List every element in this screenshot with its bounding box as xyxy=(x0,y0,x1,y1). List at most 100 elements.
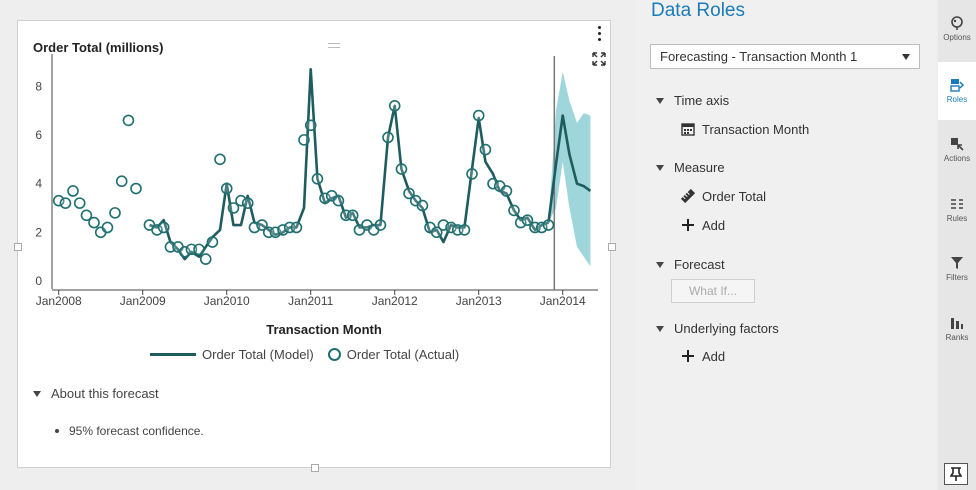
plus-icon xyxy=(680,217,696,233)
actual-data-point xyxy=(241,197,254,209)
chart-title: Order Total (millions) xyxy=(33,40,164,55)
actual-data-point xyxy=(311,173,324,185)
actual-data-point xyxy=(521,214,534,226)
legend-actual-label: Order Total (Actual) xyxy=(346,347,460,362)
roles-icon xyxy=(950,79,964,92)
collapse-triangle-icon xyxy=(656,164,664,171)
tab-ranks[interactable]: Ranks xyxy=(938,300,976,358)
tab-label: Actions xyxy=(943,154,971,163)
actual-data-point xyxy=(88,216,100,229)
role-item-order-total[interactable]: Order Total xyxy=(680,188,766,204)
y-tick-label: 2 xyxy=(35,225,42,239)
actual-data-point xyxy=(130,182,142,195)
drag-grip[interactable] xyxy=(328,43,340,48)
tab-actions[interactable]: Actions xyxy=(938,121,976,179)
add-label: Add xyxy=(702,217,726,233)
about-forecast-toggle[interactable]: About this forecast xyxy=(33,386,159,401)
collapse-triangle-icon xyxy=(656,97,664,104)
section-label: Time axis xyxy=(674,93,730,108)
tab-label: Rules xyxy=(946,214,968,223)
actual-data-point xyxy=(220,182,233,195)
resize-handle-right[interactable] xyxy=(608,243,616,251)
actual-data-point xyxy=(199,253,212,265)
actual-data-point xyxy=(466,168,478,180)
tab-roles[interactable]: Roles xyxy=(938,62,976,120)
expand-icon xyxy=(592,52,606,66)
side-tab-bar: Options Roles Actions Rules Filters Rank… xyxy=(938,0,976,490)
palette-icon xyxy=(951,16,963,30)
actual-data-point xyxy=(206,236,219,248)
resize-handle-bottom[interactable] xyxy=(311,464,319,472)
section-label: Forecast xyxy=(674,257,725,272)
actual-points-layer xyxy=(52,100,555,265)
y-tick-label: 6 xyxy=(35,128,42,142)
section-label: Measure xyxy=(674,160,725,175)
actual-data-point xyxy=(67,185,79,197)
x-axis-title: Transaction Month xyxy=(266,322,382,337)
role-item-transaction-month[interactable]: Transaction Month xyxy=(680,121,809,137)
actual-data-point xyxy=(374,219,387,231)
more-menu-button[interactable] xyxy=(588,24,610,42)
actual-data-point xyxy=(290,221,303,234)
actual-data-point xyxy=(101,221,114,234)
dot-icon xyxy=(597,25,601,29)
measure-add-button[interactable]: Add xyxy=(680,217,725,233)
chevron-down-icon xyxy=(902,54,910,60)
chart-card[interactable] xyxy=(14,20,616,472)
measure-ruler-icon xyxy=(680,188,696,204)
section-underlying-factors[interactable]: Underlying factors xyxy=(656,321,779,336)
model-line-layer xyxy=(149,68,592,261)
actual-data-point xyxy=(122,114,135,127)
actual-data-point xyxy=(304,119,317,132)
actual-data-point xyxy=(256,219,268,231)
y-tick-label: 0 xyxy=(35,274,42,288)
actual-data-point xyxy=(73,197,86,209)
plus-icon xyxy=(680,348,696,364)
section-label: Underlying factors xyxy=(674,321,779,336)
actual-circle-swatch xyxy=(327,348,341,361)
actual-data-point xyxy=(395,163,408,175)
role-item-label: Transaction Month xyxy=(702,121,810,137)
tab-label: Options xyxy=(943,33,971,42)
pin-panel-button[interactable] xyxy=(944,463,968,485)
rules-icon xyxy=(951,199,963,209)
actual-data-point xyxy=(388,100,401,112)
underlying-add-button[interactable]: Add xyxy=(680,348,725,364)
about-heading: About this forecast xyxy=(51,386,159,401)
about-item-text: 95% forecast confidence. xyxy=(69,424,204,438)
y-axis: 0 2 4 6 8 xyxy=(35,54,53,289)
section-forecast[interactable]: Forecast xyxy=(656,257,725,272)
section-time-axis[interactable]: Time axis xyxy=(656,93,729,108)
forecast-object-select[interactable]: Forecasting - Transaction Month 1 xyxy=(650,44,920,69)
model-line-swatch xyxy=(150,353,196,356)
actual-data-point xyxy=(458,224,471,236)
x-tick-label: Jan2011 xyxy=(288,294,333,308)
actual-data-point xyxy=(382,131,394,144)
resize-handle-left[interactable] xyxy=(14,243,22,251)
actual-data-point xyxy=(472,109,485,122)
actual-data-point xyxy=(416,199,429,212)
tab-options[interactable]: Options xyxy=(938,0,976,58)
actual-data-point xyxy=(193,243,205,256)
tab-rules[interactable]: Rules xyxy=(938,181,976,239)
tab-filters[interactable]: Filters xyxy=(938,240,976,298)
section-measure[interactable]: Measure xyxy=(656,160,725,175)
role-item-label: Order Total xyxy=(702,188,767,204)
confidence-band-area xyxy=(548,71,591,267)
y-tick-label: 4 xyxy=(35,177,42,191)
actual-data-point xyxy=(59,197,72,209)
x-tick-label: Jan2013 xyxy=(456,294,502,308)
what-if-button[interactable]: What If... xyxy=(671,279,755,303)
actual-data-point xyxy=(332,194,345,207)
actual-data-point xyxy=(500,185,513,197)
bullet-icon xyxy=(55,429,59,433)
maximize-button[interactable] xyxy=(588,50,610,68)
x-tick-label: Jan2008 xyxy=(36,294,82,308)
calendar-icon xyxy=(680,121,696,137)
forecast-series-line xyxy=(547,114,592,223)
actions-icon xyxy=(951,138,964,151)
panel-title: Data Roles xyxy=(651,0,745,21)
actual-data-point xyxy=(346,209,359,222)
dot-icon xyxy=(597,37,601,41)
